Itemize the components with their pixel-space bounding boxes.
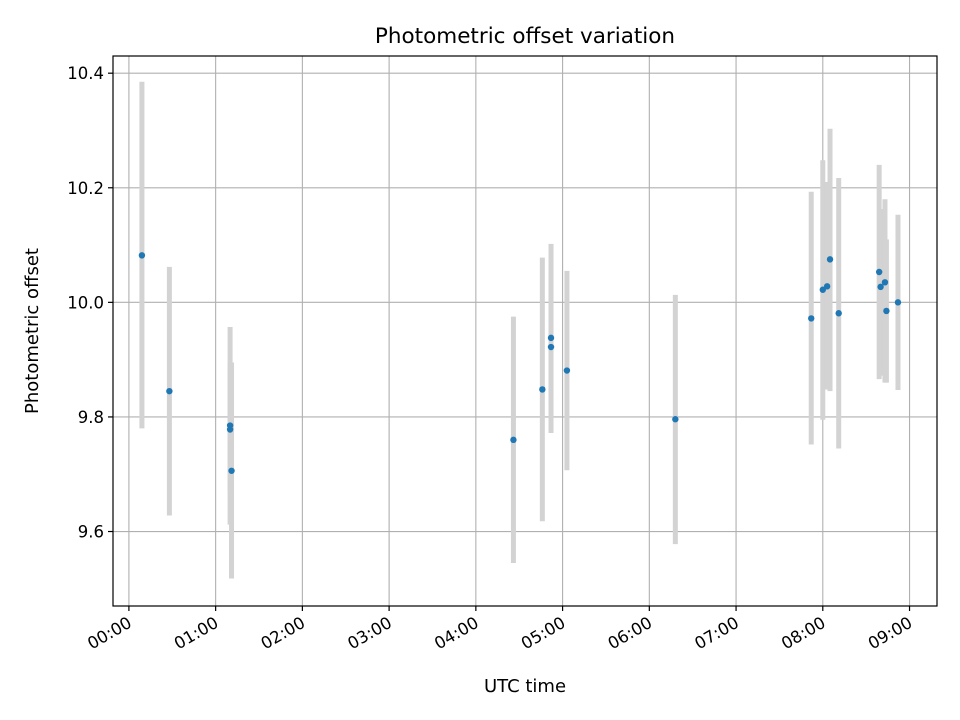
data-point: [547, 343, 555, 351]
data-point: [835, 310, 842, 317]
x-tick-label: 00:00: [84, 613, 135, 653]
x-tick-label: 02:00: [258, 613, 309, 653]
x-tick-label: 07:00: [691, 613, 742, 653]
data-point: [539, 386, 546, 393]
y-axis-label: Photometric offset: [22, 248, 43, 414]
data-point: [510, 436, 517, 444]
data-point: [819, 286, 826, 293]
data-point: [672, 416, 679, 423]
chart-title: Photometric offset variation: [375, 24, 675, 49]
x-tick-label: 08:00: [778, 613, 829, 653]
data-point: [883, 307, 890, 315]
data-point: [138, 252, 146, 259]
data-point: [875, 268, 883, 276]
x-tick-label: 09:00: [865, 613, 916, 653]
data-point: [823, 283, 831, 290]
plot-frame: [112, 55, 938, 607]
data-point: [547, 334, 555, 342]
axis-ticks: 00:00 01:00 02:00 03:00 04:00 05:00 06:00 07:00…: [67, 64, 915, 653]
x-tick-label: 06:00: [605, 613, 656, 653]
x-tick-label: 04:00: [431, 613, 482, 653]
y-tick-label: 9.8: [78, 408, 104, 427]
data-point: [826, 256, 834, 263]
data-points: [138, 252, 902, 474]
data-point: [563, 367, 571, 374]
y-tick-label: 10.4: [67, 64, 104, 83]
x-tick-label: 05:00: [518, 613, 569, 653]
data-point: [226, 426, 234, 433]
data-point: [166, 387, 173, 395]
error-bars: [139, 81, 901, 579]
data-point: [808, 315, 815, 322]
y-tick-label: 10.2: [67, 179, 104, 198]
data-point: [894, 299, 902, 306]
data-point: [881, 279, 889, 286]
y-tick-label: 10.0: [67, 293, 104, 312]
data-point: [877, 283, 884, 291]
x-axis-label: UTC time: [484, 676, 566, 697]
x-tick-label: 03:00: [344, 613, 395, 653]
y-tick-label: 9.6: [78, 523, 104, 542]
data-point: [228, 467, 235, 474]
grid: [113, 56, 937, 606]
x-tick-label: 01:00: [171, 613, 222, 653]
